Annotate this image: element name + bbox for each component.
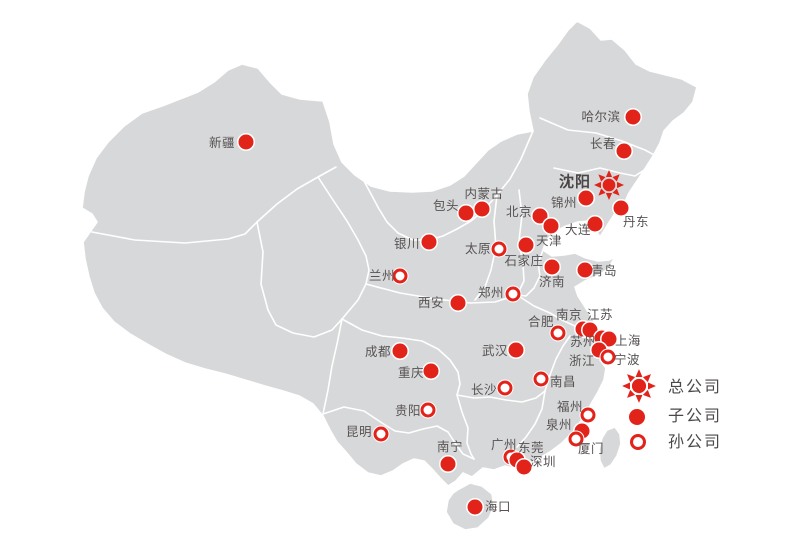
city-label: 武汉 — [481, 343, 509, 358]
city-label: 锦州 — [550, 195, 578, 210]
city-label: 泉州 — [545, 417, 573, 432]
grand-subsidiary-ring-marker — [568, 431, 584, 447]
city-label: 南宁 — [436, 439, 464, 454]
city-label: 厦门 — [577, 441, 605, 456]
city-label: 青岛 — [590, 263, 618, 278]
subsidiary-dot-marker — [544, 259, 560, 275]
city-label: 深圳 — [529, 454, 557, 469]
city-label: 郑州 — [477, 285, 505, 300]
legend-label: 孙公司 — [668, 434, 723, 451]
subsidiary-dot-marker — [625, 109, 641, 125]
city-label: 成都 — [364, 344, 392, 359]
subsidiary-dot-marker — [423, 363, 439, 379]
city-label: 南京 — [555, 307, 583, 322]
city-label: 南昌 — [549, 374, 577, 389]
taiwan-shape — [598, 426, 622, 470]
city-label: 哈尔滨 — [581, 109, 621, 124]
city-label: 包头 — [432, 198, 460, 213]
city-label: 长春 — [589, 136, 617, 151]
subsidiary-dot-marker — [582, 322, 598, 338]
grand-subsidiary-ring-marker — [491, 241, 507, 257]
sunburst-icon — [594, 170, 624, 200]
city-label: 丹东 — [622, 214, 650, 229]
city-label: 江苏 — [586, 307, 614, 322]
city-label: 天津 — [535, 233, 563, 248]
city-label: 贵阳 — [394, 403, 422, 418]
city-label: 昆明 — [345, 424, 373, 439]
city-label: 东莞 — [517, 440, 545, 455]
subsidiary-dot-marker — [578, 190, 594, 206]
city-label: 重庆 — [397, 365, 425, 380]
city-label: 兰州 — [368, 268, 396, 283]
subsidiary-dot-marker — [450, 295, 466, 311]
grand-subsidiary-ring-marker — [550, 325, 566, 341]
grand-subsidiary-ring-marker — [420, 402, 436, 418]
mainland-shape — [81, 20, 698, 487]
subsidiary-dot-marker — [518, 237, 534, 253]
subsidiary-dot-marker — [421, 234, 437, 250]
hq-sunburst-marker — [621, 368, 657, 404]
city-label: 内蒙古 — [464, 186, 504, 201]
city-label: 福州 — [556, 399, 584, 414]
city-label: 海口 — [484, 499, 512, 514]
city-label: 合肥 — [527, 314, 555, 329]
city-label: 浙江 — [568, 353, 596, 368]
subsidiary-dot-marker — [601, 331, 617, 347]
city-label: 银川 — [393, 236, 421, 251]
city-label: 苏州 — [569, 334, 597, 349]
province-borders — [91, 117, 659, 460]
city-label: 沈阳 — [558, 173, 592, 191]
city-label: 太原 — [464, 241, 492, 256]
city-label: 上海 — [614, 333, 642, 348]
grand-subsidiary-ring-marker — [505, 286, 521, 302]
subsidiary-dot-marker — [577, 262, 593, 278]
subsidiary-dot-marker — [508, 342, 524, 358]
grand-subsidiary-ring-marker — [630, 434, 646, 450]
grand-subsidiary-ring-marker — [580, 407, 596, 423]
city-label: 济南 — [538, 274, 566, 289]
city-label: 石家庄 — [504, 253, 544, 268]
legend-label: 总公司 — [668, 379, 723, 396]
subsidiary-dot-marker — [613, 200, 629, 216]
city-label: 宁波 — [613, 352, 641, 367]
subsidiary-dot-marker — [516, 459, 532, 475]
subsidiary-dot-marker — [532, 208, 548, 224]
subsidiary-dot-marker — [458, 205, 474, 221]
subsidiary-dot-marker — [616, 143, 632, 159]
city-label: 长沙 — [470, 382, 498, 397]
grand-subsidiary-ring-marker — [373, 426, 389, 442]
subsidiary-dot-marker — [543, 218, 559, 234]
sunburst-icon — [622, 369, 656, 403]
subsidiary-dot-marker — [629, 409, 645, 425]
city-label: 西安 — [417, 295, 445, 310]
subsidiary-dot-marker — [392, 343, 408, 359]
subsidiary-dot-marker — [238, 134, 254, 150]
grand-subsidiary-ring-marker — [533, 371, 549, 387]
grand-subsidiary-ring-marker — [600, 349, 616, 365]
subsidiary-dot-marker — [440, 456, 456, 472]
city-label: 大连 — [564, 222, 592, 237]
grand-subsidiary-ring-marker — [497, 380, 513, 396]
subsidiary-dot-marker — [474, 201, 490, 217]
grand-subsidiary-ring-marker — [392, 268, 408, 284]
city-label: 广州 — [490, 437, 518, 452]
subsidiary-dot-marker — [467, 499, 483, 515]
city-label: 北京 — [505, 204, 533, 219]
hq-sunburst-marker — [593, 169, 625, 201]
legend-label: 子公司 — [668, 408, 723, 425]
subsidiary-dot-marker — [587, 216, 603, 232]
city-label: 新疆 — [208, 135, 236, 150]
